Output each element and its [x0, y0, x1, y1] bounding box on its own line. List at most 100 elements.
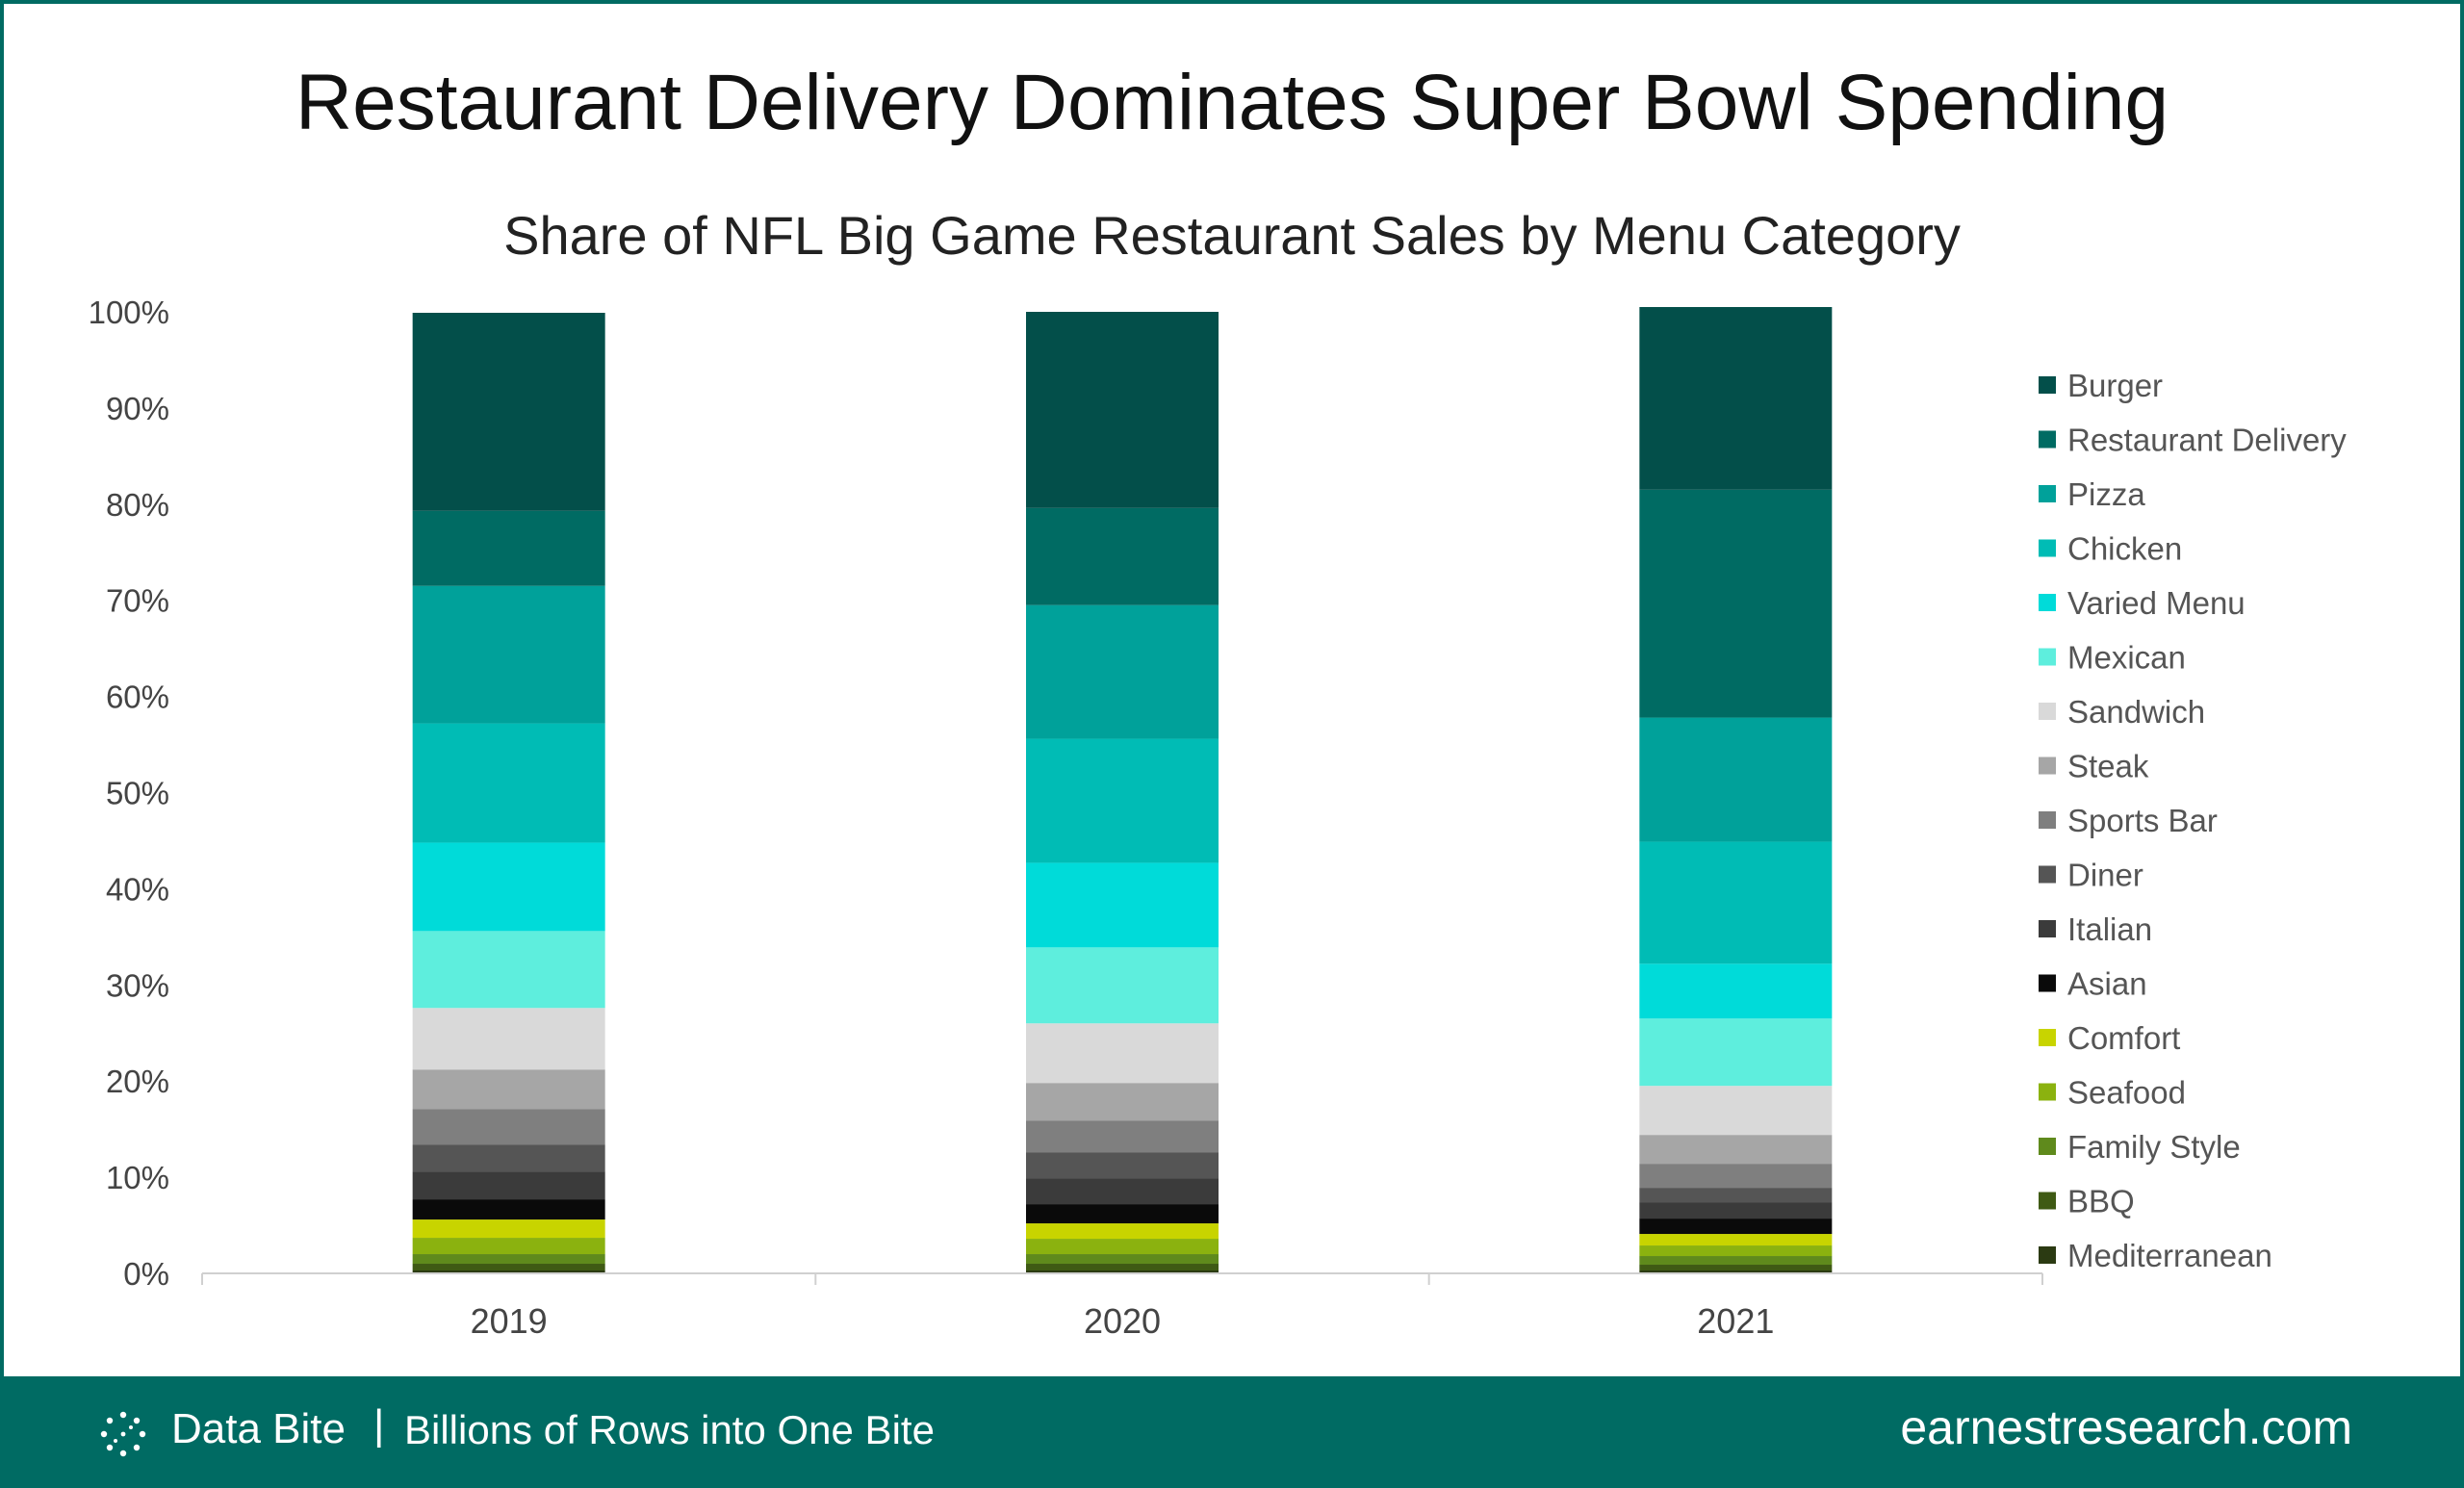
legend-label: Asian [2067, 966, 2147, 1002]
legend-label: Burger [2067, 368, 2163, 403]
legend: Burger Restaurant Delivery Pizza Chicken Var… [2039, 368, 2347, 1273]
website-link[interactable]: earnestresearch.com [1900, 1400, 2352, 1454]
bar-segment-asian [412, 1199, 605, 1220]
legend-label: Chicken [2067, 531, 2182, 567]
bar-segment-mexican [412, 931, 605, 1009]
bar-segment-restaurant-delivery [412, 510, 605, 586]
legend-swatch [2039, 376, 2056, 394]
legend-label: Italian [2067, 911, 2152, 947]
y-tick-label: 60% [106, 680, 169, 715]
legend-swatch [2039, 594, 2056, 611]
bar-segment-family-style [412, 1254, 605, 1265]
dotted-circle-icon [100, 1411, 146, 1457]
y-tick-label: 100% [89, 295, 169, 330]
bar-segment-mediterranean [1026, 1270, 1219, 1273]
bar-segment-varied-menu [1026, 862, 1219, 948]
legend-swatch [2039, 811, 2056, 829]
legend-label: Varied Menu [2067, 585, 2246, 621]
bar-segment-diner [412, 1144, 605, 1172]
legend-label: Mexican [2067, 640, 2186, 676]
bar-segment-asian [1639, 1219, 1833, 1235]
legend-label: Family Style [2067, 1129, 2241, 1165]
footer-bar: Data Bite | Billions of Rows into One Bi… [0, 1376, 2464, 1488]
bar-segment-restaurant-delivery [1026, 507, 1219, 605]
y-tick-label: 10% [106, 1160, 169, 1195]
bar-segment-mexican [1026, 947, 1219, 1024]
bar-segment-steak [412, 1069, 605, 1110]
brand-name: Data Bite [171, 1405, 346, 1452]
chart-subtitle: Share of NFL Big Game Restaurant Sales b… [503, 205, 1961, 266]
bar-segment-comfort [1639, 1234, 1833, 1246]
legend-label: Pizza [2067, 476, 2145, 512]
bar-segment-italian [412, 1171, 605, 1200]
legend-label: Mediterranean [2067, 1238, 2272, 1273]
stacked-bar-chart: 0%10%20%30%40%50%60%70%80%90%100% 2019 20… [89, 295, 2348, 1341]
y-axis: 0% 10% 20% 30% 40% 50% 60% 70% 80% 90% 100% [89, 295, 169, 1292]
bar-segment-family-style [1639, 1256, 1833, 1266]
bar-segment-italian [1639, 1202, 1833, 1219]
y-tick-label: 20% [106, 1064, 169, 1099]
x-tick-label: 2020 [1084, 1301, 1161, 1341]
legend-swatch [2039, 1192, 2056, 1210]
bar-segment-pizza [412, 585, 605, 724]
bar-segment-diner [1026, 1152, 1219, 1179]
bar-segment-seafood [1639, 1245, 1833, 1257]
bar-segment-sandwich [1639, 1086, 1833, 1136]
bar-segment-steak [1026, 1083, 1219, 1121]
bar-segment-sports-bar [412, 1109, 605, 1145]
y-tick-label: 50% [106, 776, 169, 811]
legend-swatch [2039, 430, 2056, 449]
bar-segment-sandwich [1026, 1023, 1219, 1084]
bar-segment-family-style [1026, 1254, 1219, 1265]
legend-label: Sandwich [2067, 694, 2205, 730]
footer-separator: | [373, 1401, 385, 1449]
x-tick-label: 2019 [471, 1301, 548, 1341]
bar-segment-burger [1026, 312, 1219, 508]
bar-segment-seafood [1026, 1239, 1219, 1255]
legend-swatch [2039, 1246, 2056, 1264]
bar-segment-seafood [412, 1238, 605, 1255]
y-tick-label: 0% [123, 1256, 169, 1292]
bar-segment-comfort [1026, 1223, 1219, 1240]
legend-swatch [2039, 703, 2056, 720]
bar-segment-bbq [1026, 1264, 1219, 1271]
bar-segment-diner [1639, 1188, 1833, 1203]
x-axis: 2019 2020 2021 [201, 1272, 2043, 1341]
legend-swatch [2039, 1138, 2056, 1155]
bar-segment-burger [1639, 307, 1833, 490]
page-title: Restaurant Delivery Dominates Super Bowl… [295, 59, 2169, 146]
bar-segment-italian [1026, 1178, 1219, 1205]
bar-segment-pizza [1639, 717, 1833, 842]
bar-segment-steak [1639, 1135, 1833, 1165]
legend-swatch [2039, 865, 2056, 884]
legend-label: BBQ [2067, 1184, 2135, 1219]
x-tick-label: 2021 [1697, 1301, 1774, 1341]
legend-label: Sports Bar [2067, 803, 2218, 838]
bar-segment-bbq [412, 1264, 605, 1271]
bar-segment-comfort [412, 1219, 605, 1239]
y-tick-label: 80% [106, 487, 169, 523]
y-tick-label: 30% [106, 967, 169, 1003]
bar-segment-varied-menu [1639, 963, 1833, 1019]
legend-label: Comfort [2067, 1020, 2180, 1056]
bar-segment-sports-bar [1639, 1164, 1833, 1189]
legend-swatch [2039, 974, 2056, 992]
bar-segment-chicken [1639, 841, 1833, 964]
bar-segment-chicken [412, 723, 605, 843]
bar-segment-varied-menu [412, 842, 605, 932]
y-tick-label: 40% [106, 871, 169, 907]
legend-swatch [2039, 648, 2056, 666]
legend-swatch [2039, 485, 2056, 502]
footer-tagline: Billions of Rows into One Bite [404, 1407, 935, 1452]
legend-swatch [2039, 920, 2056, 937]
legend-label: Restaurant Delivery [2067, 423, 2347, 458]
legend-swatch [2039, 1029, 2056, 1046]
bar-segment-chicken [1026, 738, 1219, 863]
y-tick-label: 70% [106, 583, 169, 619]
legend-label: Diner [2067, 858, 2143, 893]
bar-segment-pizza [1026, 604, 1219, 739]
bar-segment-bbq [1639, 1265, 1833, 1271]
bar-segment-mexican [1639, 1018, 1833, 1087]
legend-label: Seafood [2067, 1075, 2186, 1111]
